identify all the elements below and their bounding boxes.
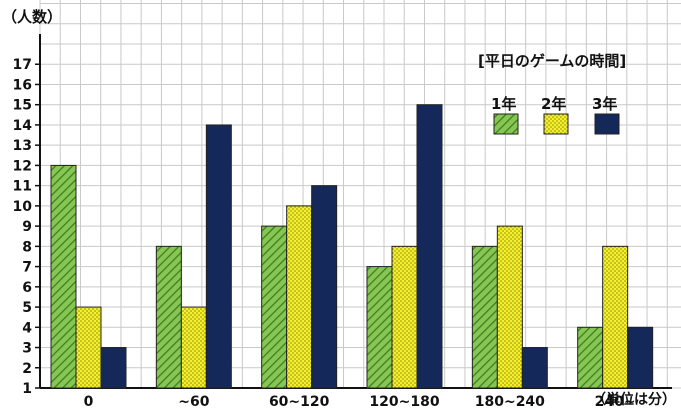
bar-3-3 (416, 104, 443, 389)
y-tick-label: 15 (13, 98, 32, 114)
x-tick-label: 0 (84, 394, 94, 410)
y-tick-label: 14 (13, 118, 33, 134)
bar-3-5 (627, 326, 654, 389)
bar-1-4 (471, 245, 498, 389)
bar-2-5 (602, 245, 629, 389)
y-tick-label: 2 (22, 361, 32, 377)
bar-2-0 (75, 306, 102, 389)
bar-2-4 (496, 225, 523, 389)
y-tick-label: 4 (22, 320, 32, 336)
y-tick-label: 10 (13, 199, 33, 215)
bar-3-4 (521, 347, 548, 389)
bars-layer (50, 104, 654, 389)
y-tick-label: 1 (22, 381, 32, 397)
bar-3-0 (100, 347, 127, 389)
y-tick-label: 12 (13, 158, 32, 174)
bar-1-5 (577, 326, 604, 389)
y-tick-label: 9 (22, 219, 32, 235)
bar-1-2 (261, 225, 288, 389)
legend-label-series-3: 3年 (592, 95, 617, 113)
y-tick-label: 5 (22, 300, 32, 316)
x-tick-label: ~60 (178, 394, 209, 410)
y-axis-title: （人数） (2, 8, 62, 26)
y-tick-label: 8 (22, 239, 32, 255)
legend-label-series-1: 1年 (491, 95, 516, 113)
y-tick-label: 7 (22, 260, 32, 276)
x-tick-label: 180~240 (475, 394, 545, 410)
chart-title: [平日のゲームの時間] (478, 52, 626, 70)
axes-layer (35, 34, 672, 389)
y-tick-label: 11 (13, 179, 32, 195)
bar-3-2 (311, 185, 338, 389)
legend-swatch-series-3 (594, 113, 620, 135)
y-tick-label: 6 (22, 280, 32, 296)
bar-2-2 (286, 205, 313, 389)
x-axis-unit: （単位は分） (592, 391, 676, 408)
bar-3-1 (205, 124, 232, 389)
y-tick-label: 17 (13, 57, 32, 73)
legend-label-series-2: 2年 (541, 95, 566, 113)
x-tick-label: 240~ (595, 394, 636, 410)
x-tick-label: 60~120 (269, 394, 330, 410)
bar-1-3 (366, 266, 393, 389)
bar-2-1 (180, 306, 207, 389)
legend-swatch-series-1 (493, 113, 519, 135)
x-tick-label: 120~180 (369, 394, 439, 410)
legend-swatch-series-2 (543, 113, 569, 135)
bar-1-0 (50, 164, 77, 389)
y-tick-label: 16 (13, 77, 32, 93)
bar-2-3 (391, 245, 418, 389)
y-tick-label: 13 (13, 138, 32, 154)
y-tick-label: 3 (22, 341, 32, 357)
legend: 1年 2年 3年 (491, 95, 620, 135)
bar-1-1 (155, 245, 182, 389)
